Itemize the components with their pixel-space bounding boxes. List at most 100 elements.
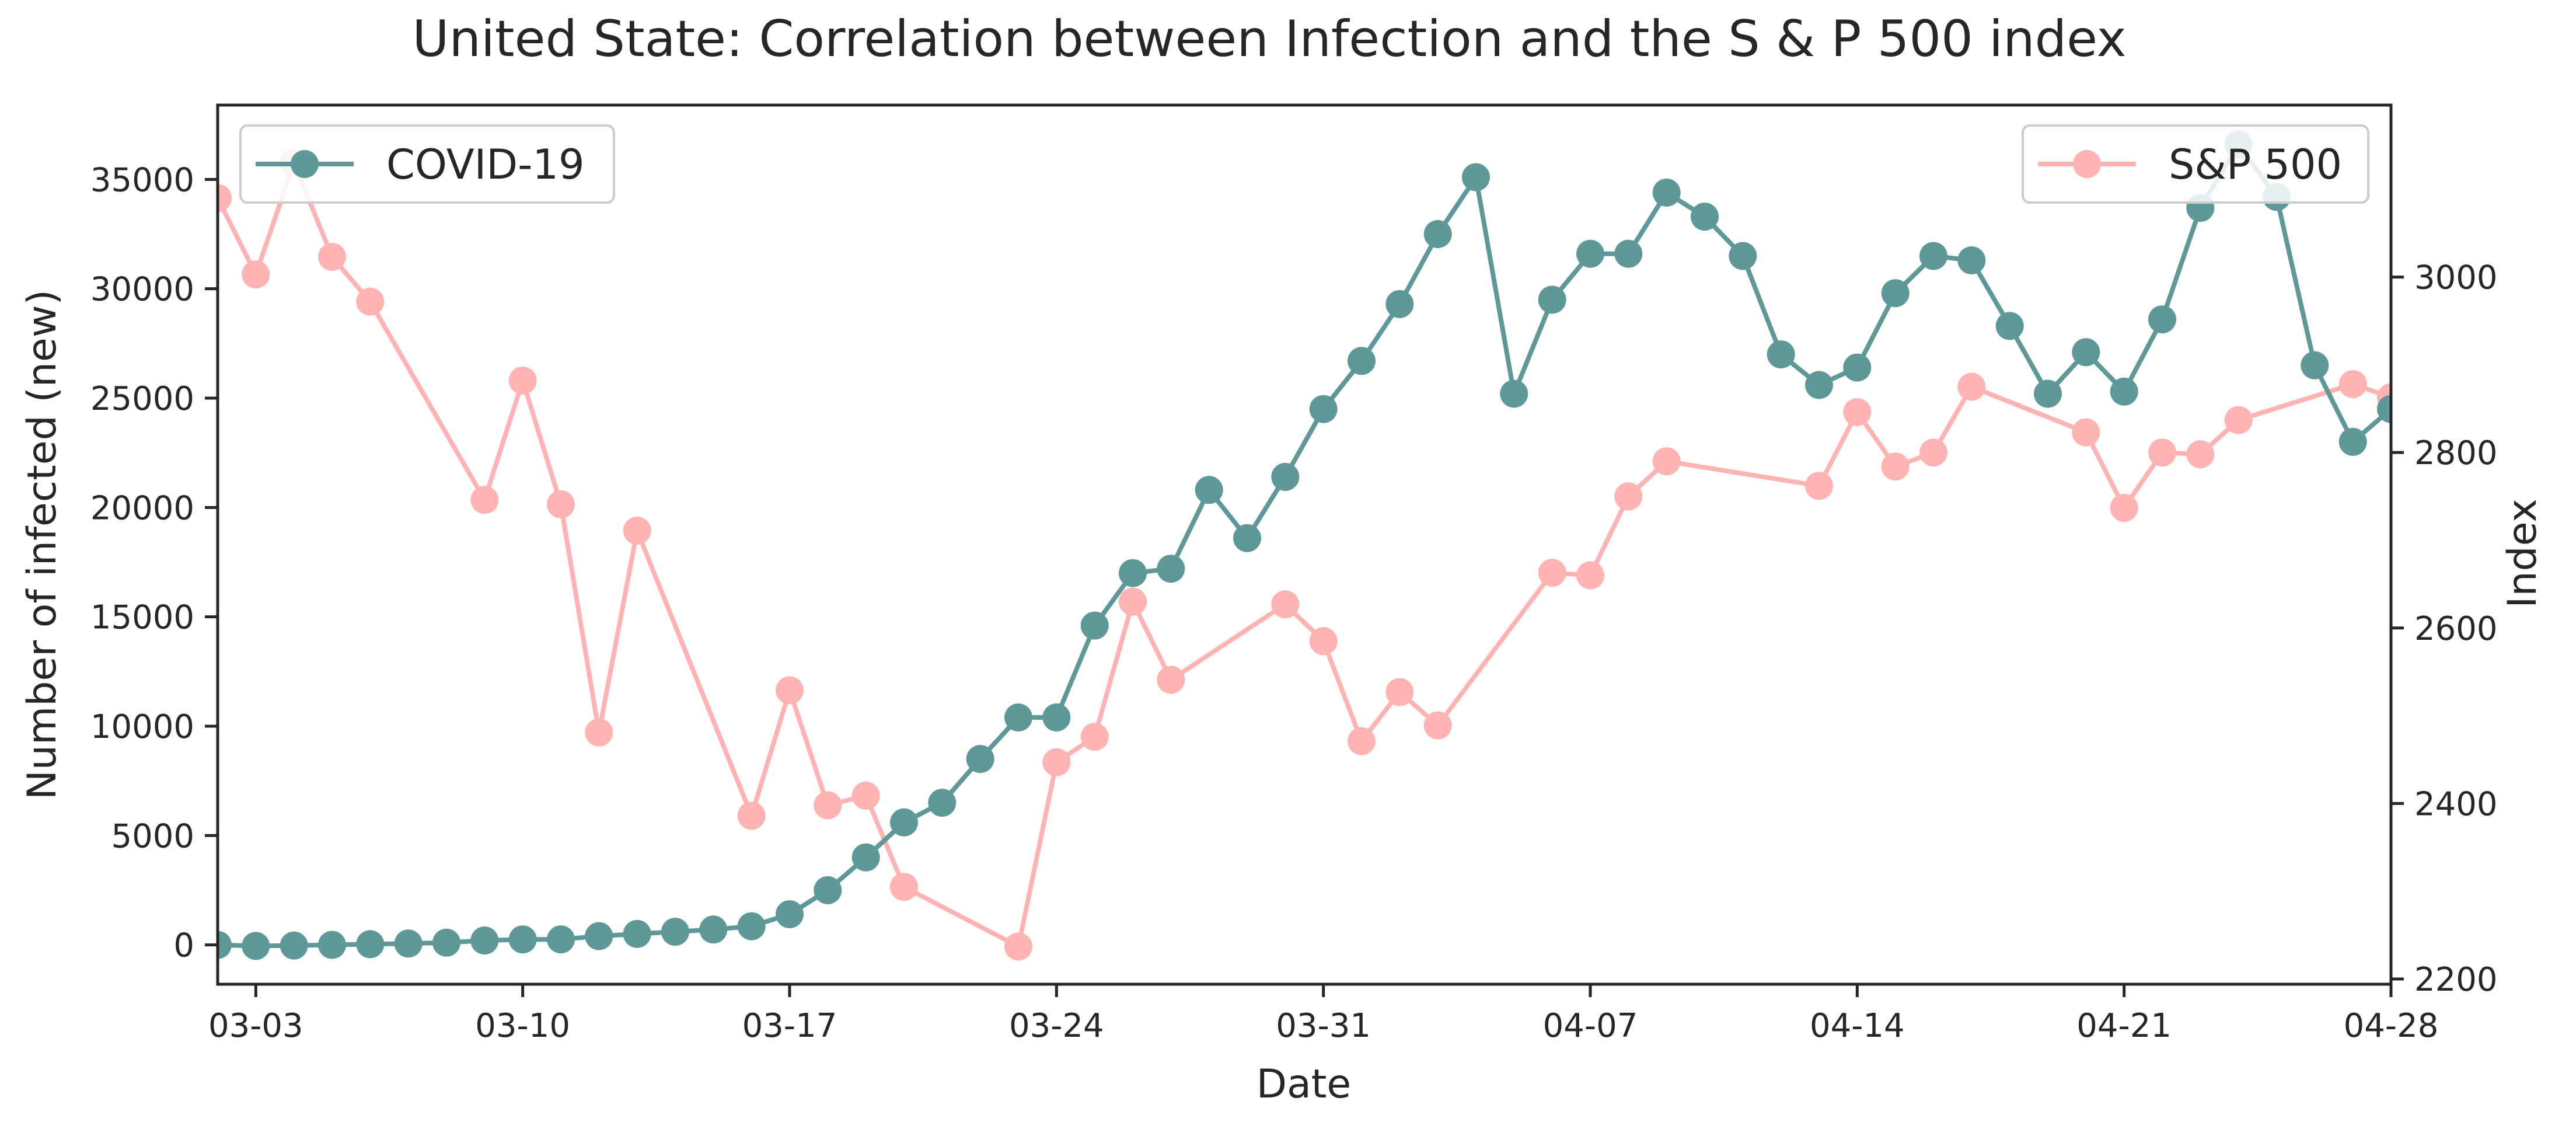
data-point-covid-2020-03-14 — [661, 918, 689, 946]
data-point-covid-2020-03-19 — [851, 843, 880, 872]
data-point-sp500-2020-04-15 — [1881, 452, 1910, 481]
legend-sp500-label: S&P 500 — [2169, 141, 2342, 189]
data-point-sp500-2020-03-06 — [356, 287, 385, 316]
data-point-covid-2020-04-17 — [1957, 246, 1986, 274]
y2-tick-label: 3000 — [2414, 259, 2498, 297]
x-tick-label: 04-07 — [1543, 1007, 1638, 1045]
y2-axis-label: Index — [2500, 499, 2546, 608]
legend-covid: COVID-19 — [239, 124, 615, 204]
data-point-sp500-2020-03-25 — [1080, 723, 1109, 751]
data-point-covid-2020-04-01 — [1348, 347, 1376, 375]
x-tick-label: 04-14 — [1810, 1007, 1905, 1045]
data-point-sp500-2020-03-23 — [1004, 932, 1032, 961]
data-point-covid-2020-03-31 — [1309, 395, 1338, 423]
data-point-sp500-2020-04-17 — [1957, 372, 1986, 401]
data-point-covid-2020-03-17 — [776, 900, 804, 929]
data-point-sp500-2020-03-31 — [1309, 627, 1338, 656]
y2-tick-label: 2800 — [2414, 434, 2498, 472]
data-point-covid-2020-03-13 — [623, 919, 651, 948]
data-point-covid-2020-03-03 — [242, 932, 270, 960]
data-point-covid-2020-03-06 — [356, 930, 385, 959]
data-point-sp500-2020-03-02 — [218, 184, 232, 212]
data-point-covid-2020-04-13 — [1805, 371, 1833, 399]
data-point-covid-2020-03-25 — [1080, 611, 1109, 640]
data-point-sp500-2020-04-09 — [1652, 447, 1681, 476]
data-point-sp500-2020-04-13 — [1805, 472, 1833, 500]
legend-sp500-marker — [2073, 150, 2101, 178]
data-point-covid-2020-04-02 — [1385, 290, 1414, 318]
data-point-covid-2020-04-08 — [1614, 239, 1643, 268]
data-point-sp500-2020-04-07 — [1576, 561, 1604, 590]
axes-ticks: 03-03 03-10 03-17 03-24 03-31 04-07 04-14 04-21… — [90, 161, 2498, 1045]
x-tick-label: 03-24 — [1009, 1007, 1104, 1045]
data-point-covid-2020-04-12 — [1767, 340, 1795, 369]
data-point-sp500-2020-03-11 — [547, 490, 575, 518]
data-point-covid-2020-03-16 — [737, 912, 766, 940]
data-point-sp500-2020-04-06 — [1538, 559, 1566, 587]
data-point-covid-2020-03-28 — [1195, 476, 1223, 504]
data-point-sp500-2020-04-14 — [1843, 398, 1872, 426]
data-point-covid-2020-04-20 — [2072, 338, 2100, 367]
data-point-covid-2020-04-27 — [2338, 427, 2367, 456]
plot-frame — [216, 103, 2393, 986]
data-point-covid-2020-04-07 — [1576, 239, 1604, 268]
legend-sp500: S&P 500 — [2022, 124, 2369, 204]
data-point-sp500-2020-03-13 — [623, 517, 651, 545]
data-point-sp500-2020-04-03 — [1423, 711, 1452, 740]
y-tick-label: 10000 — [90, 708, 194, 746]
data-point-sp500-2020-03-30 — [1271, 590, 1300, 619]
series-line-covid — [218, 142, 2391, 949]
data-point-covid-2020-04-21 — [2110, 377, 2138, 406]
data-point-covid-2020-03-23 — [1004, 703, 1032, 731]
data-point-covid-2020-04-06 — [1538, 285, 1566, 314]
x-tick-label: 04-28 — [2344, 1007, 2439, 1045]
data-point-covid-2020-04-18 — [1995, 312, 2024, 340]
data-point-covid-2020-03-22 — [966, 745, 994, 773]
data-point-covid-2020-04-19 — [2034, 379, 2062, 408]
data-point-covid-2020-03-27 — [1157, 555, 1185, 583]
data-point-covid-2020-04-26 — [2301, 351, 2329, 379]
y-tick-label: 25000 — [90, 380, 194, 418]
data-point-sp500-2020-04-21 — [2110, 493, 2138, 522]
legend-sp500-box — [2022, 124, 2369, 204]
data-point-sp500-2020-04-20 — [2072, 418, 2100, 447]
data-point-covid-2020-03-08 — [432, 928, 460, 957]
data-point-sp500-2020-04-23 — [2186, 440, 2215, 469]
data-point-covid-2020-03-11 — [547, 925, 575, 954]
data-point-covid-2020-03-24 — [1042, 703, 1071, 731]
data-point-sp500-2020-03-10 — [508, 366, 537, 395]
y-tick-label: 30000 — [90, 271, 194, 309]
data-point-sp500-2020-04-24 — [2224, 406, 2253, 434]
data-point-sp500-2020-04-16 — [1919, 438, 1947, 467]
data-point-covid-2020-03-07 — [394, 929, 423, 958]
x-tick-label: 04-21 — [2076, 1007, 2172, 1045]
data-point-covid-2020-04-09 — [1652, 178, 1681, 207]
data-point-sp500-2020-03-26 — [1119, 587, 1147, 616]
y-tick-label: 20000 — [90, 489, 194, 527]
data-point-covid-2020-04-03 — [1423, 220, 1452, 248]
data-point-covid-2020-04-16 — [1919, 242, 1947, 270]
y-axis-label: Number of infected (new) — [19, 290, 65, 800]
x-tick-label: 03-31 — [1276, 1007, 1371, 1045]
data-point-sp500-2020-04-02 — [1385, 678, 1414, 706]
data-point-sp500-2020-03-12 — [585, 718, 613, 747]
legend-covid-box — [239, 124, 615, 204]
data-point-covid-2020-03-10 — [508, 925, 537, 954]
data-point-sp500-2020-04-22 — [2148, 438, 2176, 467]
data-point-covid-2020-04-22 — [2148, 305, 2176, 334]
data-point-sp500-2020-03-24 — [1042, 748, 1071, 776]
data-point-covid-2020-03-05 — [318, 931, 346, 959]
y2-tick-label: 2200 — [2414, 961, 2498, 999]
data-point-covid-2020-03-04 — [280, 931, 308, 960]
data-point-covid-2020-04-28 — [2377, 395, 2391, 423]
data-point-covid-2020-04-14 — [1843, 353, 1872, 382]
x-tick-label: 03-10 — [475, 1007, 570, 1045]
data-point-sp500-2020-03-18 — [814, 791, 842, 820]
y-tick-label: 35000 — [90, 161, 194, 199]
data-point-sp500-2020-03-20 — [890, 873, 918, 901]
data-point-covid-2020-04-04 — [1462, 163, 1490, 191]
data-point-covid-2020-03-20 — [890, 808, 918, 837]
data-point-covid-2020-03-18 — [814, 876, 842, 904]
data-point-sp500-2020-03-27 — [1157, 665, 1185, 694]
